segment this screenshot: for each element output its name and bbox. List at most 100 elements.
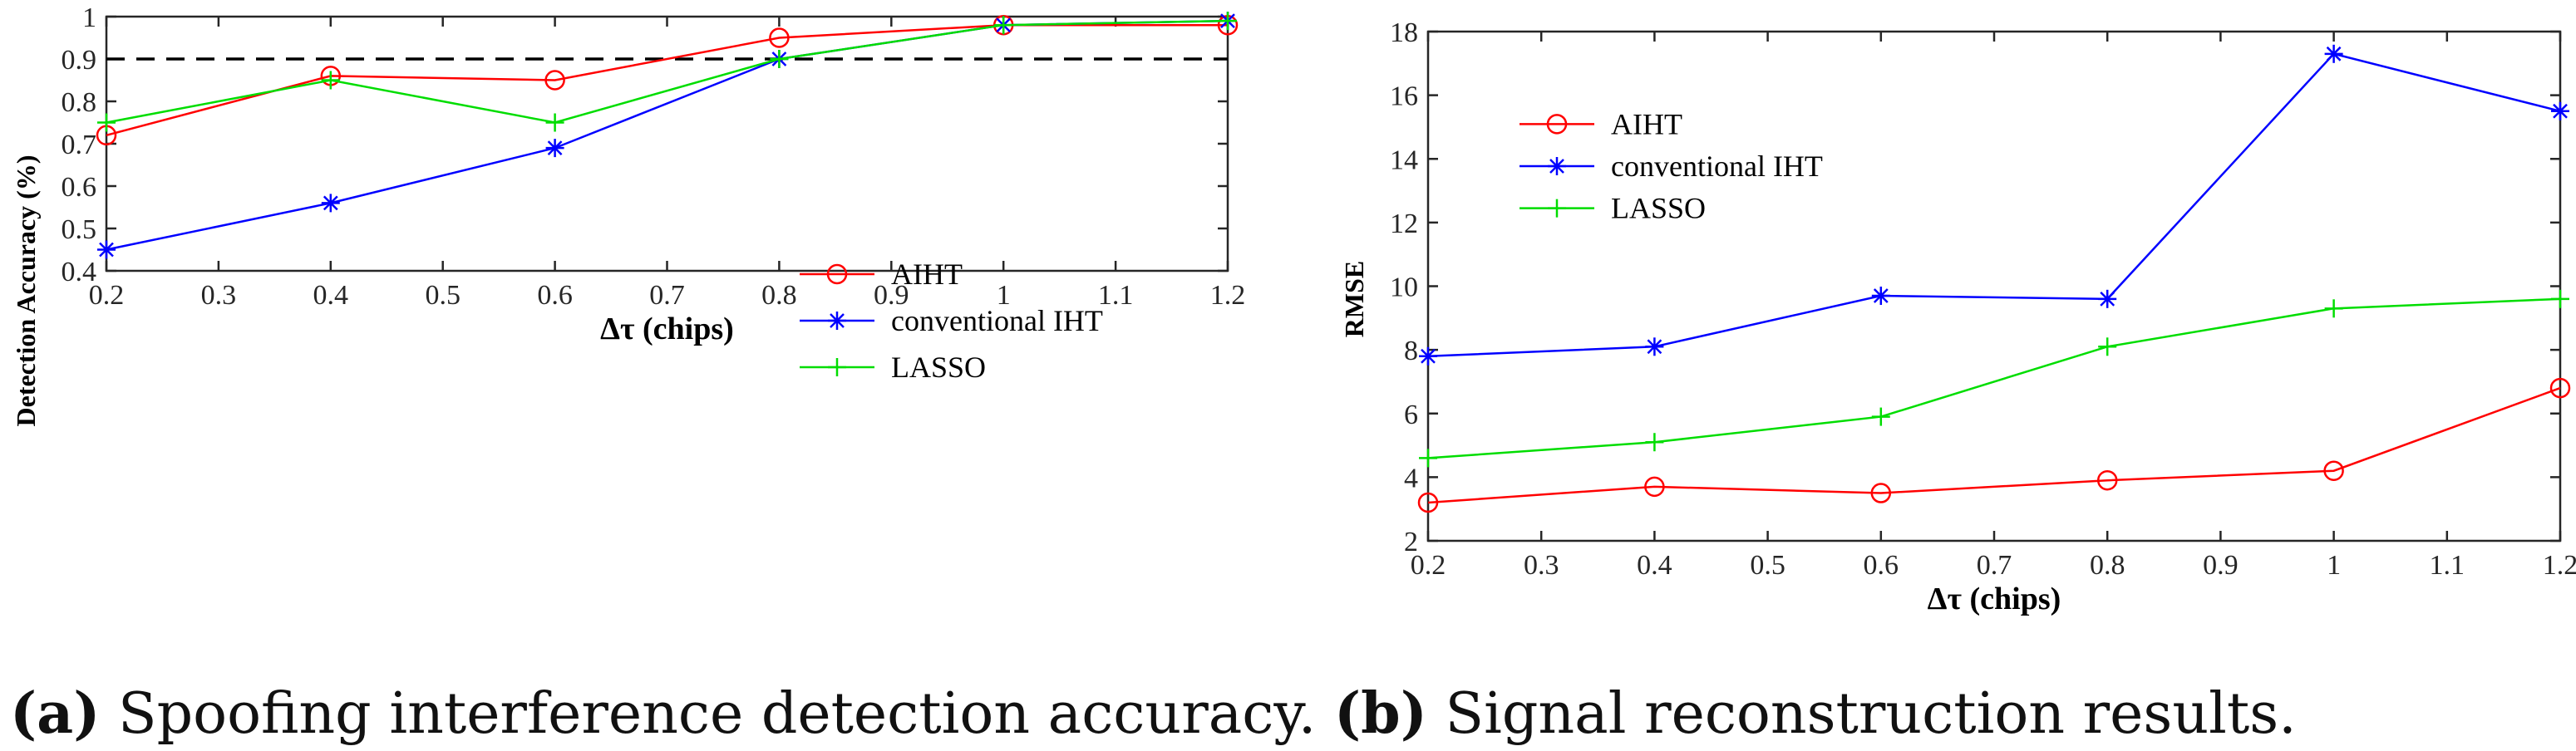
chart-a-xtick-label: 0.6 <box>537 280 573 311</box>
chart-a-legend: AIHT conventional IHT LASSO <box>800 258 1103 384</box>
chart-a-xtick-label: 0.9 <box>874 280 909 311</box>
chart-b-series-aiht-line <box>1427 386 2561 504</box>
chart-a-ytick-label: 0.6 <box>62 172 97 203</box>
chart-a-point-conventional-iht <box>97 240 116 259</box>
chart-b-point-conventional-iht <box>1871 286 1890 305</box>
chart-a-point-lasso <box>1219 12 1237 31</box>
chart-b-legend-marker <box>1548 199 1566 218</box>
chart-b-ytick-label: 6 <box>1404 400 1418 430</box>
chart-b-point-lasso <box>2098 337 2117 356</box>
chart-b-legend-label: conventional IHT <box>1611 150 1823 183</box>
caption-b-label: (b) <box>1334 680 1427 747</box>
chart-a-xtick-label: 0.2 <box>89 280 125 311</box>
chart-b-point-conventional-iht <box>2324 44 2343 63</box>
chart-a-point-lasso <box>321 71 340 90</box>
chart-a-series-lasso-line <box>106 19 1229 124</box>
caption-a-label: (a) <box>10 680 100 747</box>
chart-b-point-aiht <box>1644 476 1665 498</box>
chart-b-plot-area: 0.2 0.3 0.4 0.5 0.6 0.7 0.8 0.9 1 1.1 1.2 2 4 6 8 10 12 1… <box>1390 17 2576 616</box>
chart-b-xtick-label: 1.2 <box>2543 550 2576 581</box>
chart-a-point-lasso <box>97 113 116 132</box>
chart-a-point-aiht <box>769 27 790 48</box>
chart-b-ylabel: RMSE <box>1339 261 1369 337</box>
chart-a-frame <box>105 15 1229 272</box>
chart-b-frame <box>1426 30 2562 542</box>
chart-b-ytick-label: 10 <box>1390 272 1418 303</box>
chart-a-ytick-label: 0.5 <box>62 214 97 245</box>
chart-a-point-lasso <box>994 16 1013 35</box>
chart-b-ytick-label: 8 <box>1404 336 1418 366</box>
chart-b-ytick-label: 16 <box>1390 81 1418 112</box>
chart-b-xtick-label: 0.3 <box>1524 550 1559 581</box>
chart-a-xtick-label: 0.7 <box>649 280 685 311</box>
chart-a-series-conventional-iht-line <box>106 19 1229 251</box>
caption-b: (b) Signal reconstruction results. <box>1334 680 2297 747</box>
chart-a-legend-marker <box>826 263 848 285</box>
chart-b-xtick-label: 1 <box>2327 550 2341 581</box>
chart-b-xlabel: Δτ (chips) <box>1928 582 2061 616</box>
chart-a-xtick-label: 1.1 <box>1098 280 1134 311</box>
chart-a-xtick-label: 0.3 <box>201 280 237 311</box>
chart-b-point-lasso <box>1645 433 1664 452</box>
chart-a-ylabel: Detection Accuracy (%) <box>11 155 41 427</box>
chart-b-point-aiht <box>1417 492 1439 513</box>
chart-a-plot-area: 0.2 0.3 0.4 0.5 0.6 0.7 0.8 0.9 1 1.1 1.2 0.4 0.5 0.6… <box>62 2 1246 384</box>
chart-a-point-aiht <box>544 70 565 91</box>
chart-b-ytick-label: 18 <box>1390 17 1418 48</box>
chart-a-legend-marker <box>828 358 846 376</box>
chart-a-series-aiht-line <box>106 23 1228 137</box>
chart-b-legend-label: AIHT <box>1611 107 1682 140</box>
chart-b-ytick-label: 4 <box>1404 463 1418 493</box>
chart-a-ytick-label: 0.8 <box>62 87 97 118</box>
chart-b-legend-marker <box>1546 114 1568 135</box>
chart-b-series-lasso-line <box>1427 297 2561 459</box>
chart-b-point-aiht <box>2549 377 2571 399</box>
panel-b: 0.2 0.3 0.4 0.5 0.6 0.7 0.8 0.9 1 1.1 1.2 2 4 6 8 10 12 1… <box>1334 17 2576 747</box>
chart-b-point-aiht <box>1870 483 1892 503</box>
chart-b-xtick-label: 0.2 <box>1411 550 1446 581</box>
chart-b-xtick-label: 1.1 <box>2430 550 2465 581</box>
chart-b-point-lasso <box>2551 289 2569 308</box>
chart-b-point-conventional-iht <box>1645 337 1664 356</box>
chart-b-xtick-label: 0.5 <box>1750 550 1785 581</box>
chart-a-xtick-label: 0.8 <box>761 280 797 311</box>
chart-a-legend-marker <box>828 312 846 330</box>
chart-b-ytick-label: 2 <box>1404 527 1418 557</box>
chart-a-point-conventional-iht <box>545 139 564 158</box>
chart-b-xtick-label: 0.4 <box>1637 550 1672 581</box>
chart-b-point-aiht <box>2323 460 2344 481</box>
chart-b-point-conventional-iht <box>2098 289 2117 308</box>
caption-b-text: Signal reconstruction results. <box>1427 681 2297 747</box>
chart-a-xlabel: Δτ (chips) <box>600 312 734 346</box>
chart-b-point-conventional-iht <box>2551 101 2569 120</box>
chart-a-point-conventional-iht <box>321 194 340 213</box>
chart-b-xtick-label: 0.8 <box>2090 550 2125 581</box>
chart-b-point-lasso <box>2324 299 2343 318</box>
chart-a-xtick-label: 0.4 <box>313 280 349 311</box>
chart-a-legend-label: LASSO <box>891 351 986 384</box>
chart-a-xtick-label: 1 <box>997 280 1011 311</box>
chart-a-xtick-label: 1.2 <box>1210 280 1246 311</box>
chart-b-legend-marker <box>1548 157 1566 175</box>
chart-b-point-aiht <box>2096 469 2118 491</box>
chart-a-ytick-label: 0.4 <box>62 257 97 287</box>
chart-b-xtick-label: 0.7 <box>1977 550 2012 581</box>
chart-a-ytick-label: 0.9 <box>62 45 97 76</box>
chart-a-ytick-label: 0.7 <box>62 130 97 160</box>
caption-a: (a) Spoofing interference detection accu… <box>10 680 1316 747</box>
chart-a-legend-label: conventional IHT <box>891 304 1103 337</box>
chart-b-legend: AIHT conventional IHT LASSO <box>1519 107 1823 225</box>
chart-a-ytick-label: 1 <box>82 2 96 33</box>
chart-a-point-lasso <box>770 50 789 68</box>
chart-a-xtick-label: 0.5 <box>425 280 461 311</box>
chart-b-ytick-label: 12 <box>1390 209 1418 239</box>
panel-a: 0.2 0.3 0.4 0.5 0.6 0.7 0.8 0.9 1 1.1 1.2 0.4 0.5 0.6… <box>10 2 1316 747</box>
chart-b-series-conventional-iht-line <box>1427 52 2561 358</box>
chart-b-ytick-label: 14 <box>1390 145 1418 175</box>
chart-b-xtick-label: 0.9 <box>2203 550 2239 581</box>
chart-b-xtick-label: 0.6 <box>1864 550 1899 581</box>
caption-a-text: Spoofing interference detection accuracy… <box>100 681 1316 747</box>
chart-b-point-lasso <box>1419 449 1437 468</box>
chart-b-point-conventional-iht <box>1419 346 1437 366</box>
